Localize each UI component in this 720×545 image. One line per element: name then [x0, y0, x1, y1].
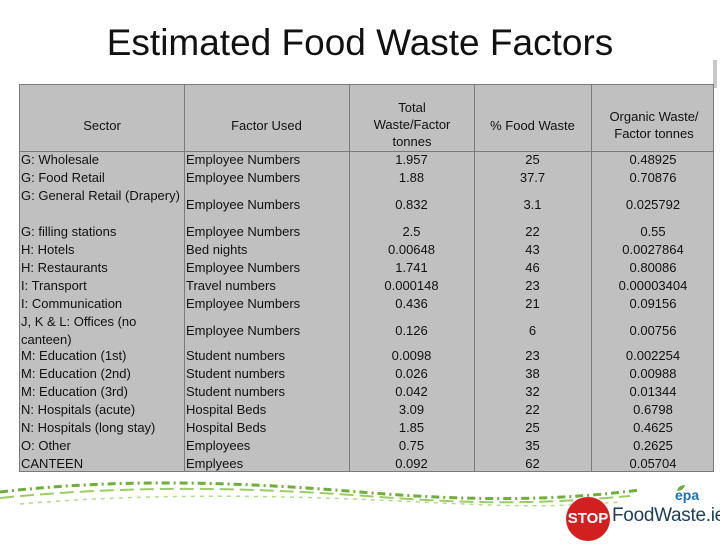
sector-cell: N: Hospitals (acute) — [21, 402, 136, 417]
total-waste-cell: 1.957 — [395, 152, 428, 167]
header-factor-used: Factor Used — [231, 118, 302, 133]
total-waste-cell: 0.042 — [395, 384, 428, 399]
food-waste-pct-cell: 35 — [525, 438, 540, 453]
column-divider — [349, 85, 350, 471]
header-sector: Sector — [83, 118, 121, 133]
food-waste-pct-cell: 21 — [525, 296, 540, 311]
factor-cell: Employee Numbers — [186, 323, 301, 338]
factor-cell: Employee Numbers — [186, 152, 301, 167]
organic-waste-cell: 0.55 — [640, 224, 666, 239]
sector-cell: G: filling stations — [21, 224, 117, 239]
food-waste-table: Sector Factor Used Total Waste/Factor to… — [19, 84, 714, 472]
total-waste-cell: 0.026 — [395, 366, 428, 381]
food-waste-pct-cell: 32 — [525, 384, 540, 399]
organic-waste-cell: 0.05704 — [629, 456, 677, 471]
total-waste-cell: 1.85 — [398, 420, 425, 435]
organic-waste-cell: 0.00988 — [629, 366, 677, 381]
food-waste-pct-cell: 25 — [525, 420, 540, 435]
organic-waste-cell: 0.01344 — [629, 384, 677, 399]
organic-waste-cell: 0.80086 — [629, 260, 677, 275]
sector-cell: M: Education (2nd) — [21, 366, 131, 381]
total-waste-cell: 1.88 — [398, 170, 425, 185]
food-waste-pct-cell: 37.7 — [519, 170, 546, 185]
total-waste-cell: 0.75 — [398, 438, 425, 453]
total-waste-cell: 0.832 — [395, 197, 428, 212]
factor-cell: Bed nights — [186, 242, 248, 257]
page-title: Estimated Food Waste Factors — [106, 22, 614, 63]
food-waste-pct-cell: 6 — [528, 323, 537, 338]
sector-cell: O: Other — [21, 438, 71, 453]
column-divider — [591, 85, 592, 471]
organic-waste-cell: 0.0027864 — [622, 242, 684, 257]
factor-cell: Student numbers — [186, 348, 286, 363]
food-waste-pct-cell: 25 — [525, 152, 540, 167]
factor-cell: Employee Numbers — [186, 197, 301, 212]
total-waste-cell: 0.092 — [395, 456, 428, 471]
food-waste-pct-cell: 23 — [525, 348, 540, 363]
food-waste-pct-cell: 62 — [525, 456, 540, 471]
food-waste-pct-cell: 3.1 — [523, 197, 542, 212]
factor-cell: Employee Numbers — [186, 296, 301, 311]
factor-cell: Hospital Beds — [186, 420, 267, 435]
header-divider — [20, 151, 713, 152]
epa-leaf-icon — [677, 485, 685, 491]
total-waste-cell: 1.741 — [395, 260, 428, 275]
sector-cell: G: Wholesale — [21, 152, 100, 167]
column-divider — [184, 85, 185, 471]
factor-cell: Student numbers — [186, 384, 286, 399]
organic-waste-cell: 0.48925 — [629, 152, 677, 167]
sector-cell: M: Education (1st) — [21, 348, 127, 363]
factor-cell: Employees — [186, 438, 251, 453]
total-waste-cell: 3.09 — [398, 402, 425, 417]
sector-cell: H: Restaurants — [21, 260, 108, 275]
organic-waste-cell: 0.002254 — [625, 348, 681, 363]
sector-cell: I: Communication — [21, 296, 123, 311]
food-waste-pct-cell: 22 — [525, 224, 540, 239]
food-waste-pct-cell: 23 — [525, 278, 540, 293]
header-food-waste-pct: % Food Waste — [490, 118, 575, 133]
food-waste-pct-cell: 22 — [525, 402, 540, 417]
total-waste-cell: 0.00648 — [388, 242, 435, 257]
swoosh-graphic — [0, 481, 641, 507]
factor-cell: Employee Numbers — [186, 170, 301, 185]
sector-cell: M: Education (3rd) — [21, 384, 128, 399]
epa-logo-text: epa — [675, 487, 700, 503]
factor-cell: Employee Numbers — [186, 260, 301, 275]
sector-cell: N: Hospitals (long stay) — [21, 420, 156, 435]
organic-waste-cell: 0.4625 — [633, 420, 673, 435]
total-waste-cell: 0.0098 — [391, 348, 432, 363]
food-waste-pct-cell: 38 — [525, 366, 540, 381]
stop-logo-circle: STOP — [566, 497, 610, 541]
sector-cell: G: General Retail (Drapery) — [21, 188, 180, 203]
sector-cell: J, K & L: Offices (no canteen) — [21, 314, 137, 347]
organic-waste-cell: 0.6798 — [633, 402, 673, 417]
footer-swoosh — [0, 472, 720, 540]
organic-waste-cell: 0.70876 — [629, 170, 677, 185]
header-organic-waste: Organic Waste/ Factor tonnes — [609, 109, 699, 141]
total-waste-cell: 0.436 — [395, 296, 428, 311]
sector-cell: I: Transport — [21, 278, 87, 293]
food-waste-pct-cell: 46 — [525, 260, 540, 275]
factor-cell: Travel numbers — [186, 278, 276, 293]
total-waste-cell: 0.000148 — [384, 278, 439, 293]
organic-waste-cell: 0.2625 — [633, 438, 673, 453]
total-waste-cell: 0.126 — [395, 323, 428, 338]
factor-cell: Employee Numbers — [186, 224, 301, 239]
factor-cell: Emplyees — [186, 456, 244, 471]
header-total-waste: Total Waste/Factor tonnes — [373, 100, 451, 149]
organic-waste-cell: 0.00756 — [629, 323, 677, 338]
total-waste-cell: 2.5 — [402, 224, 421, 239]
stop-logo-text: FoodWaste.ie — [612, 505, 720, 526]
column-divider — [474, 85, 475, 471]
organic-waste-cell: 0.09156 — [629, 296, 677, 311]
factor-cell: Hospital Beds — [186, 402, 267, 417]
sector-cell: CANTEEN — [21, 456, 84, 471]
sector-cell: G: Food Retail — [21, 170, 105, 185]
scrollbar-fragment — [713, 60, 717, 88]
factor-cell: Student numbers — [186, 366, 286, 381]
organic-waste-cell: 0.025792 — [625, 197, 681, 212]
organic-waste-cell: 0.00003404 — [618, 278, 688, 293]
sector-cell: H: Hotels — [21, 242, 75, 257]
food-waste-pct-cell: 43 — [525, 242, 540, 257]
